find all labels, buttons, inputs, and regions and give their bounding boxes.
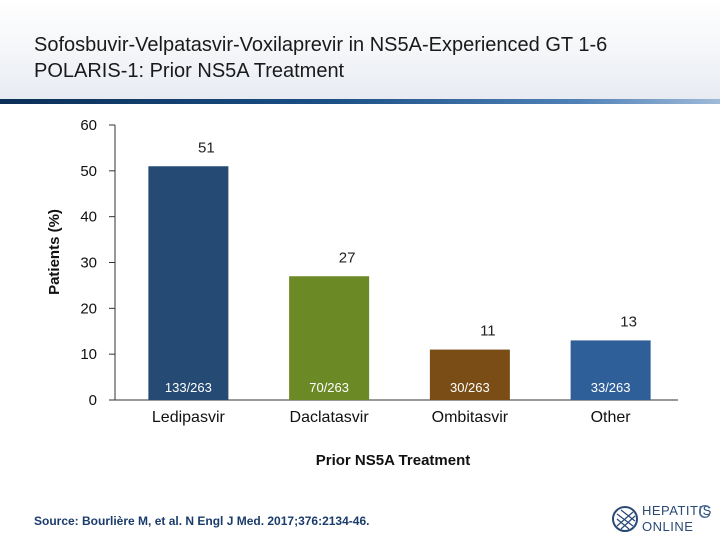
bar-other	[570, 340, 651, 400]
y-tick-label: 60	[80, 117, 97, 134]
x-tick-label: Daclatasvir	[290, 409, 370, 426]
bar-value-label: 51	[198, 139, 215, 156]
logo-text-hepatitis: HEPATITIS	[642, 503, 712, 518]
bar-value-label: 27	[339, 249, 356, 266]
hepatitis-c-online-logo[interactable]: HEPATITIS ONLINE C	[612, 501, 716, 537]
source-citation: Source: Bourlière M, et al. N Engl J Med…	[34, 514, 370, 528]
x-tick-label: Other	[591, 409, 632, 426]
slide-title-line-1: Sofosbuvir-Velpatasvir-Voxilaprevir in N…	[34, 34, 608, 56]
hepatitis-c-online-logo-icon	[612, 506, 638, 532]
logo-text-online: ONLINE	[642, 519, 694, 534]
bar-daclatasvir	[289, 276, 370, 400]
bar-ledipasvir	[148, 166, 229, 400]
bar-count-label: 70/263	[309, 380, 349, 395]
x-axis-title: Prior NS5A Treatment	[316, 452, 471, 469]
y-tick-label: 50	[80, 163, 97, 180]
bar-value-label: 13	[620, 313, 637, 330]
logo-letter-c: C	[698, 502, 711, 522]
bar-value-label: 11	[480, 323, 496, 340]
x-tick-label: Ledipasvir	[152, 409, 226, 426]
y-tick-label: 10	[80, 346, 97, 363]
bar-count-label: 133/263	[165, 380, 212, 395]
chart-bars	[148, 166, 651, 400]
slide-title-line-2: POLARIS-1: Prior NS5A Treatment	[34, 60, 345, 82]
y-tick-label: 40	[80, 209, 97, 226]
y-axis-title: Patients (%)	[46, 209, 63, 295]
y-tick-label: 0	[89, 392, 97, 409]
chart-axes: 0 10 20 30 40 50 60 Patients (%) Prior NS5A Trea…	[46, 117, 678, 469]
y-tick-label: 20	[80, 300, 97, 317]
bar-count-label: 33/263	[591, 380, 631, 395]
x-tick-label: Ombitasvir	[432, 409, 509, 426]
bar-count-label: 30/263	[450, 380, 490, 395]
chart-labels: 51 133/263 Ledipasvir 27 70/263 Daclatasvir 11…	[152, 139, 637, 426]
y-tick-label: 30	[80, 255, 97, 272]
bar-ombitasvir	[429, 349, 510, 400]
slide-header	[0, 0, 720, 102]
header-divider	[0, 99, 720, 104]
